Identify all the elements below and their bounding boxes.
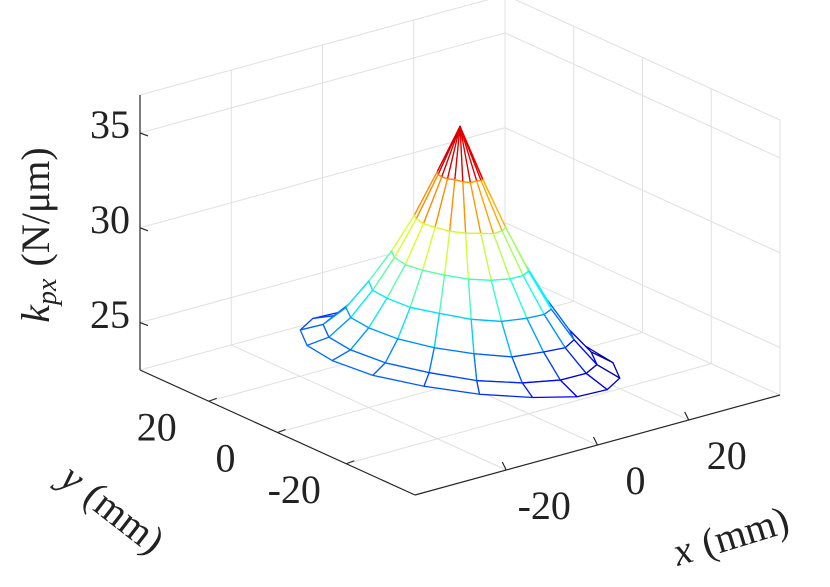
y-axis-label: y(mm) xyxy=(49,452,173,563)
x-tick-label: 0 xyxy=(626,458,646,503)
box-edge xyxy=(504,269,781,396)
grid-line xyxy=(346,363,712,465)
x-tick-label: 20 xyxy=(707,433,747,478)
y-tick xyxy=(277,428,286,434)
mesh-cell xyxy=(438,274,472,320)
z-label-unit: (N/μm) xyxy=(13,147,58,266)
y-tick-label: -20 xyxy=(268,467,321,512)
x-tick xyxy=(684,411,690,421)
z-tick-label: 25 xyxy=(90,292,130,337)
z-axis-label: kpx (N/μm) xyxy=(13,147,63,322)
mesh-cell xyxy=(423,372,481,395)
x-label-symbol: x xyxy=(666,526,697,575)
z-tick xyxy=(139,227,149,232)
y-tick xyxy=(346,460,355,465)
y-label-unit: (mm) xyxy=(76,473,174,563)
x-axis-label: x(mm) xyxy=(666,497,794,575)
z-tick xyxy=(139,132,149,137)
y-tick-label: 20 xyxy=(137,404,177,449)
z-label-symbol: k xyxy=(13,304,58,323)
x-tick xyxy=(592,436,599,446)
z-tick-label: 30 xyxy=(90,197,130,242)
y-tick-label: 0 xyxy=(216,436,236,481)
x-tick-label: -20 xyxy=(518,483,571,528)
z-tick xyxy=(139,322,149,327)
mesh xyxy=(299,125,621,399)
z-label-subscript: px xyxy=(32,278,63,307)
x-tick xyxy=(501,461,507,471)
axes: -20 0 20 -20 0 20 25 30 35 xyxy=(90,95,781,528)
z-tick-label: 35 xyxy=(90,102,130,147)
x-label-unit: (mm) xyxy=(696,497,794,566)
box-edge xyxy=(514,0,781,121)
box-edge xyxy=(139,0,489,96)
mesh-cell xyxy=(433,312,475,355)
y-tick xyxy=(208,397,217,402)
